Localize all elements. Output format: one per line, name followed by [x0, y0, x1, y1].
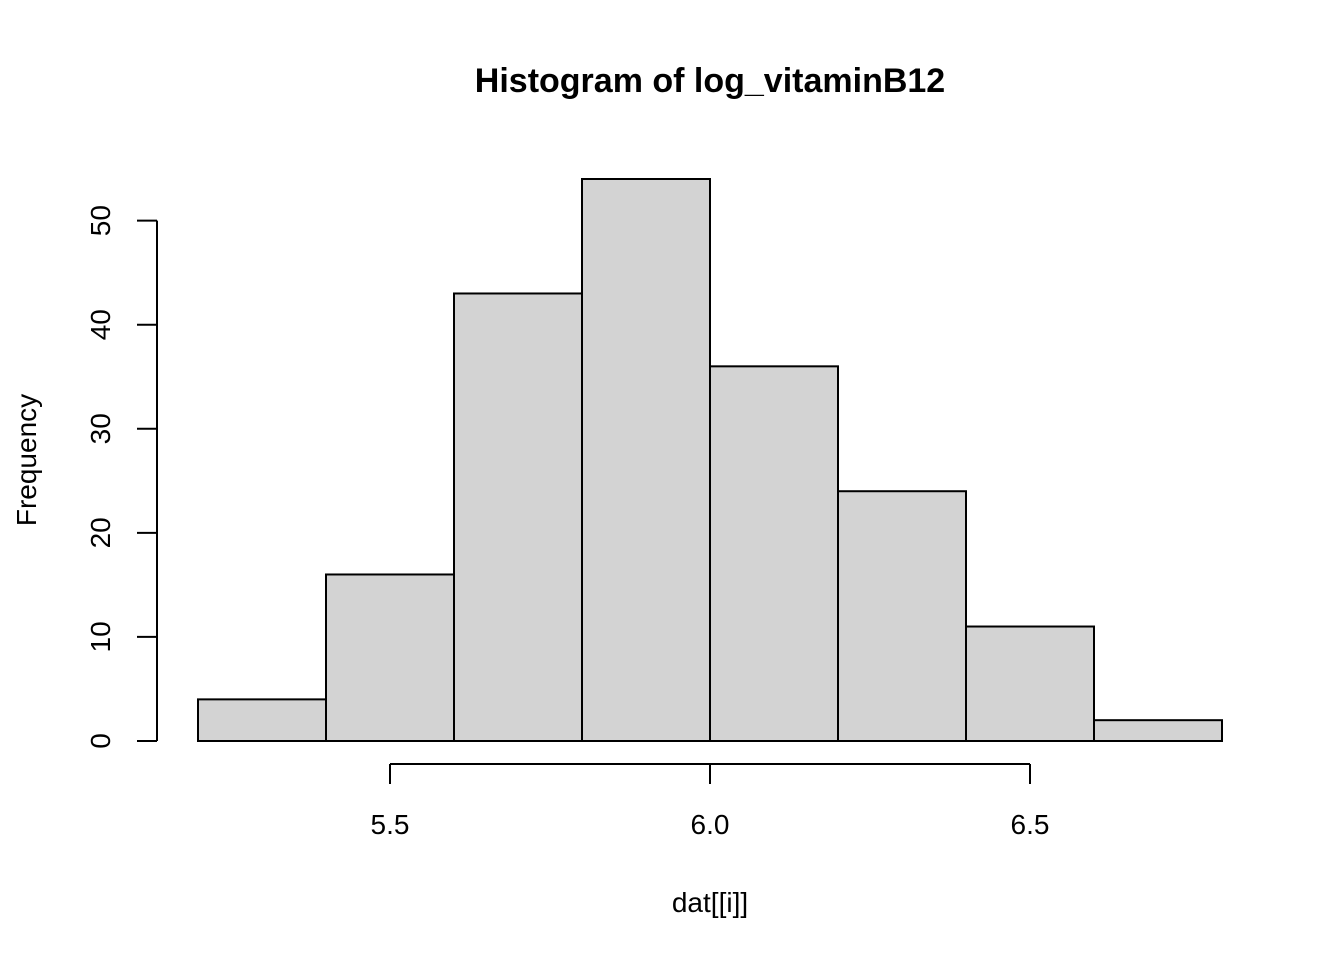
histogram-bar	[581, 178, 711, 742]
y-axis: 0 10 20 30 40 50	[85, 205, 158, 749]
histogram-bar	[837, 490, 967, 742]
x-tick-label: 6.5	[1011, 809, 1050, 840]
y-tick-label: 0	[85, 733, 116, 749]
x-axis-label: dat[[i]]	[672, 887, 748, 918]
y-axis-label: Frequency	[11, 394, 42, 526]
y-tick-label: 50	[85, 205, 116, 236]
x-tick-label: 6.0	[691, 809, 730, 840]
x-axis: 5.5 6.0 6.5	[371, 763, 1050, 840]
bars-group	[197, 178, 1223, 743]
x-tick-label: 5.5	[371, 809, 410, 840]
y-tick-label: 40	[85, 309, 116, 340]
y-tick-label: 10	[85, 621, 116, 652]
histogram-bar	[325, 573, 455, 743]
histogram-bar	[453, 292, 583, 742]
histogram-bar	[197, 698, 327, 742]
y-tick-label: 20	[85, 517, 116, 548]
chart-title: Histogram of log_vitaminB12	[475, 62, 945, 100]
histogram-bar	[709, 365, 839, 742]
y-tick-label: 30	[85, 413, 116, 444]
histogram-bar	[1093, 719, 1223, 742]
histogram-bar	[965, 625, 1095, 742]
